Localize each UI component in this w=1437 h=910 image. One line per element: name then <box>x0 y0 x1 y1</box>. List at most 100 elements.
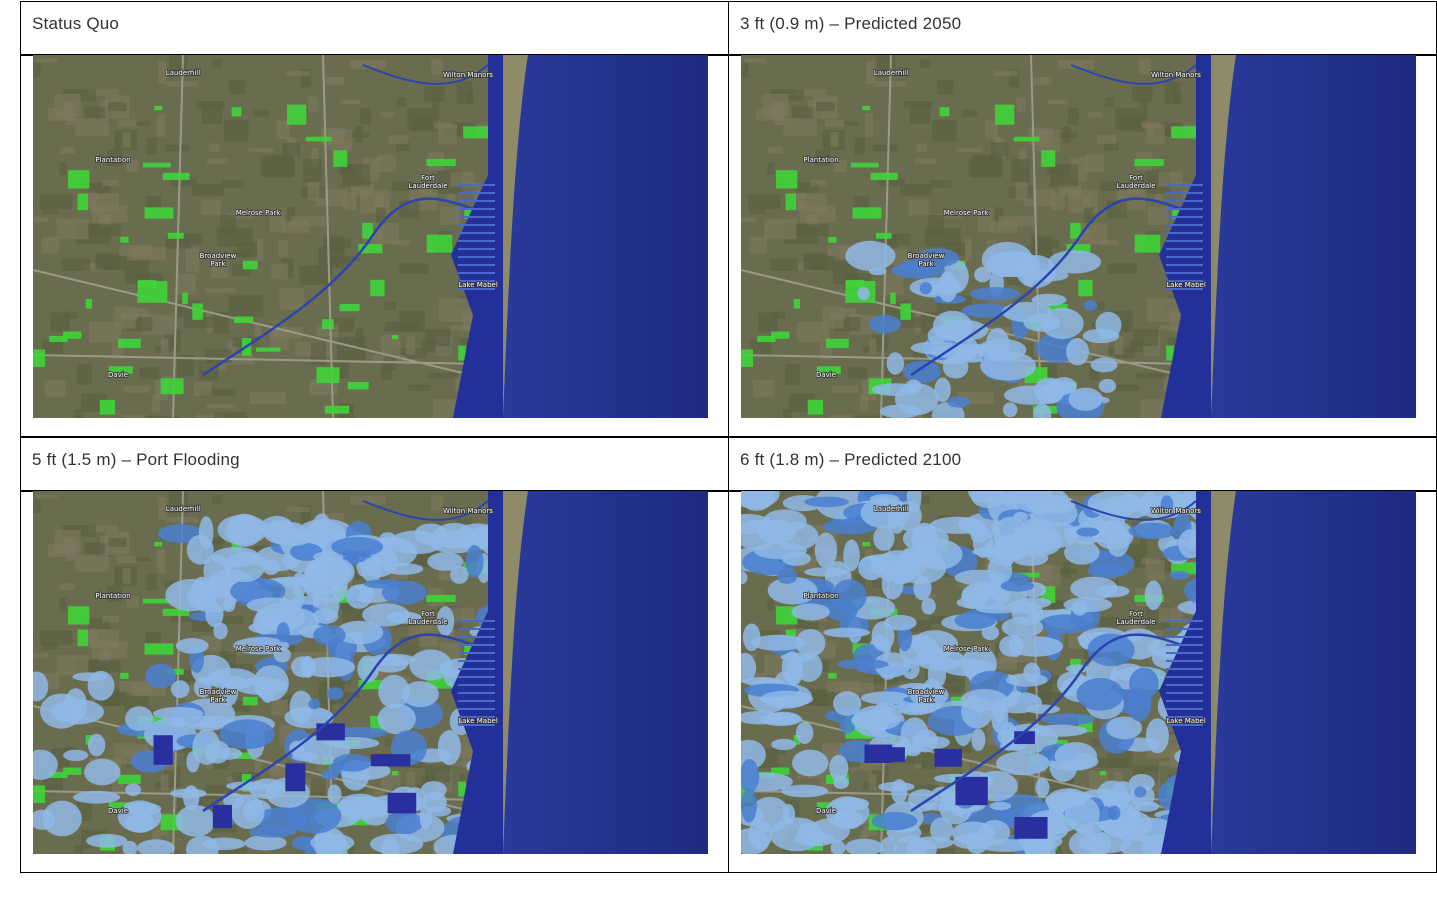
flood-area <box>814 532 838 569</box>
flood-area <box>1087 633 1135 667</box>
park <box>68 170 90 189</box>
terrain <box>1008 68 1020 88</box>
header-cell: Status Quo <box>20 1 729 56</box>
park <box>333 150 348 167</box>
park <box>286 104 307 125</box>
flood-area <box>741 491 776 498</box>
terrain <box>160 774 169 791</box>
terrain <box>919 495 930 504</box>
park <box>347 818 369 826</box>
terrain <box>214 412 247 418</box>
flood-area <box>868 314 902 334</box>
terrain <box>111 342 124 360</box>
map-label: Lauderhill <box>166 69 200 77</box>
terrain <box>1100 617 1120 627</box>
flood-area <box>378 674 410 709</box>
flood-area <box>780 784 829 798</box>
flood-area <box>776 568 798 584</box>
terrain <box>1047 99 1069 105</box>
flood-area <box>87 670 115 701</box>
terrain <box>204 288 237 293</box>
terrain <box>1154 629 1163 639</box>
map-label: Lauderhill <box>166 505 200 513</box>
terrain <box>254 760 261 781</box>
flood-area <box>226 513 263 547</box>
terrain <box>785 363 800 385</box>
flood-area <box>833 797 870 811</box>
terrain <box>117 119 136 128</box>
terrain <box>816 102 835 111</box>
flood-area <box>1016 597 1052 609</box>
terrain <box>207 158 229 164</box>
terrain <box>56 655 89 676</box>
terrain <box>205 349 232 364</box>
park <box>77 629 89 647</box>
terrain <box>1011 158 1030 183</box>
map-label: Wilton Manors <box>1151 507 1201 515</box>
terrain <box>227 650 254 655</box>
terrain <box>930 616 952 624</box>
terrain <box>59 162 67 176</box>
park <box>1171 126 1198 139</box>
flood-map: Lauderhill Wilton Manors Plantation FortLau… <box>741 55 1416 418</box>
map-label: Davie <box>108 371 128 379</box>
park <box>1078 279 1093 297</box>
terrain <box>177 273 196 295</box>
terrain <box>903 101 933 109</box>
terrain <box>208 143 220 152</box>
flood-area <box>1090 357 1118 373</box>
terrain <box>961 109 978 117</box>
terrain <box>431 495 443 511</box>
terrain <box>764 219 797 240</box>
terrain <box>962 760 969 781</box>
park <box>63 767 82 775</box>
terrain <box>741 217 757 223</box>
flood-area <box>989 801 1012 811</box>
terrain <box>380 112 395 118</box>
park <box>994 104 1015 125</box>
terrain <box>200 199 221 216</box>
terrain <box>42 642 58 650</box>
park <box>324 405 350 414</box>
flood-area <box>905 838 937 854</box>
terrain <box>773 114 785 125</box>
terrain <box>336 256 360 262</box>
park <box>391 770 399 776</box>
terrain <box>85 262 103 271</box>
flood-area <box>63 749 89 762</box>
flood-area <box>427 552 464 571</box>
terrain <box>254 324 261 345</box>
terrain <box>279 288 305 310</box>
flood-area <box>1016 254 1056 288</box>
flood-area <box>1129 667 1159 700</box>
flood-area <box>33 749 58 780</box>
flood-area <box>465 544 484 578</box>
park <box>99 399 116 415</box>
terrain <box>807 214 819 227</box>
terrain <box>227 340 236 355</box>
terrain <box>425 329 451 347</box>
terrain <box>1158 761 1180 767</box>
park <box>741 349 754 367</box>
terrain <box>170 178 197 187</box>
map-label: Broadview <box>200 252 237 260</box>
terrain <box>1114 772 1124 791</box>
terrain <box>990 142 1009 157</box>
flood-area <box>947 396 970 408</box>
ocean <box>1211 491 1416 854</box>
terrain <box>1179 70 1205 77</box>
flood-area <box>301 657 356 678</box>
flood-area <box>804 496 849 508</box>
park <box>1066 244 1091 254</box>
flood-area <box>246 597 298 614</box>
flood-area <box>233 637 290 655</box>
terrain <box>1063 126 1071 143</box>
flood-map: Lauderhill Wilton Manors Plantation FortLau… <box>741 491 1416 854</box>
terrain <box>227 214 254 219</box>
terrain <box>827 680 861 693</box>
terrain <box>282 142 301 157</box>
terrain <box>384 301 397 311</box>
park <box>370 279 385 297</box>
flood-area <box>125 802 162 816</box>
terrain <box>767 147 783 154</box>
